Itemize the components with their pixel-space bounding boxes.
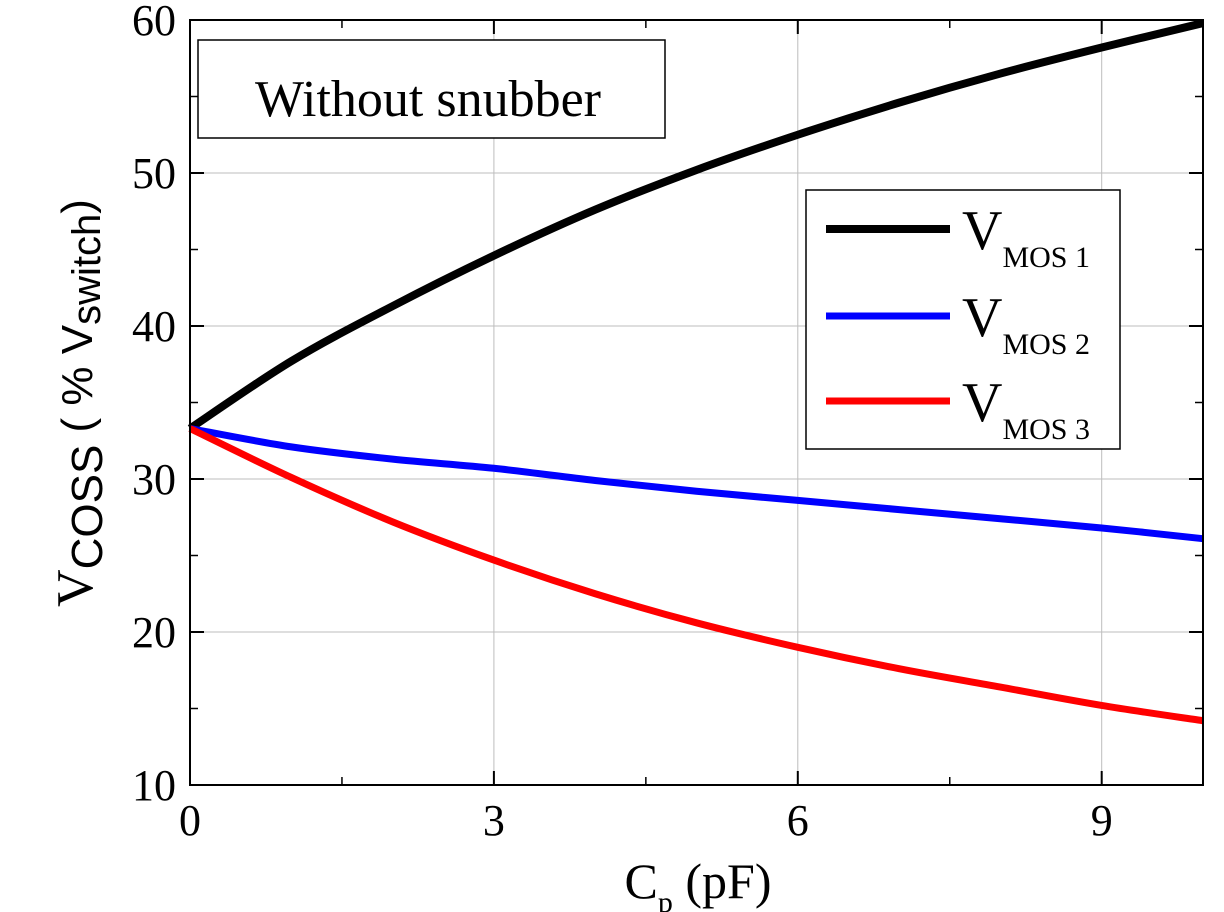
y-axis-label-close: ) bbox=[53, 199, 102, 214]
y-tick-label: 30 bbox=[132, 455, 176, 504]
y-tick-label: 40 bbox=[132, 302, 176, 351]
x-tick-label: 0 bbox=[179, 796, 201, 845]
y-axis-label: VCOSS ( % Vswitch) bbox=[47, 199, 112, 607]
legend-label-main: V bbox=[962, 372, 1002, 434]
series-line-3 bbox=[188, 425, 1204, 725]
legend-label-sub: MOS 1 bbox=[1002, 241, 1090, 274]
x-axis-label-unit: (pF) bbox=[673, 853, 772, 909]
y-tick-label: 20 bbox=[132, 608, 176, 657]
x-axis-label-sub: p bbox=[658, 886, 673, 912]
legend-label-main: V bbox=[962, 287, 1002, 349]
series-line-2 bbox=[189, 425, 1204, 543]
x-tick-label: 3 bbox=[483, 796, 505, 845]
y-axis-label-sub: COSS bbox=[63, 445, 112, 570]
series-line-1 bbox=[187, 19, 1204, 432]
x-tick-label: 9 bbox=[1091, 796, 1113, 845]
y-axis-label-pre: ( % bbox=[53, 354, 102, 444]
annotation-text: Without snubber bbox=[255, 71, 601, 128]
y-axis-label-main: V bbox=[47, 569, 104, 607]
axis-ticks bbox=[189, 19, 1203, 786]
legend-label-1: VMOS 1 bbox=[962, 200, 1090, 274]
legend-label-main: V bbox=[962, 200, 1002, 262]
x-axis-label: Cp (pF) bbox=[625, 853, 772, 912]
y-tick-label: 50 bbox=[132, 149, 176, 198]
legend-label-2: VMOS 2 bbox=[962, 287, 1090, 361]
legend-label-3: VMOS 3 bbox=[962, 372, 1090, 446]
tick-labels: 0 3 6 9 10 20 30 40 50 60 bbox=[132, 0, 1113, 845]
x-tick-label: 6 bbox=[787, 796, 809, 845]
plot-frame bbox=[189, 19, 1204, 786]
legend-label-sub: MOS 2 bbox=[1002, 328, 1090, 361]
y-axis-label-var-sub: switch bbox=[65, 214, 109, 325]
y-tick-label: 60 bbox=[132, 0, 176, 45]
x-axis-label-main: C bbox=[625, 853, 658, 909]
y-tick-label: 10 bbox=[132, 761, 176, 810]
plot-lines bbox=[187, 19, 1204, 725]
legend-label-sub: MOS 3 bbox=[1002, 413, 1090, 446]
y-axis-label-var: V bbox=[53, 324, 102, 354]
annotation-box: Without snubber bbox=[197, 39, 666, 139]
